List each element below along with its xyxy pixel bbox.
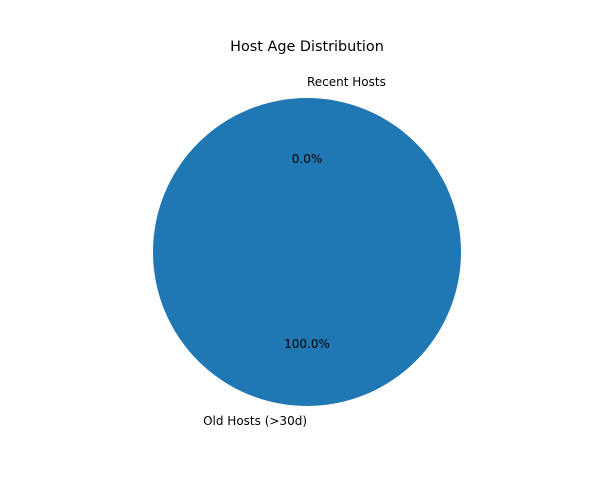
pie-slice-old-hosts-30d: [153, 98, 461, 406]
slice-label-old-hosts-30d: Old Hosts (>30d): [203, 414, 307, 428]
chart-title: Host Age Distribution: [230, 39, 384, 55]
percent-label-recent-hosts: 0.0%: [292, 152, 323, 166]
percent-label-old-hosts-30d: 100.0%: [284, 337, 330, 351]
slice-label-recent-hosts: Recent Hosts: [307, 75, 386, 89]
pie-slices: [153, 98, 461, 406]
pie-labels: Recent Hosts 0.0% Old Hosts (>30d) 100.0%: [203, 75, 386, 428]
